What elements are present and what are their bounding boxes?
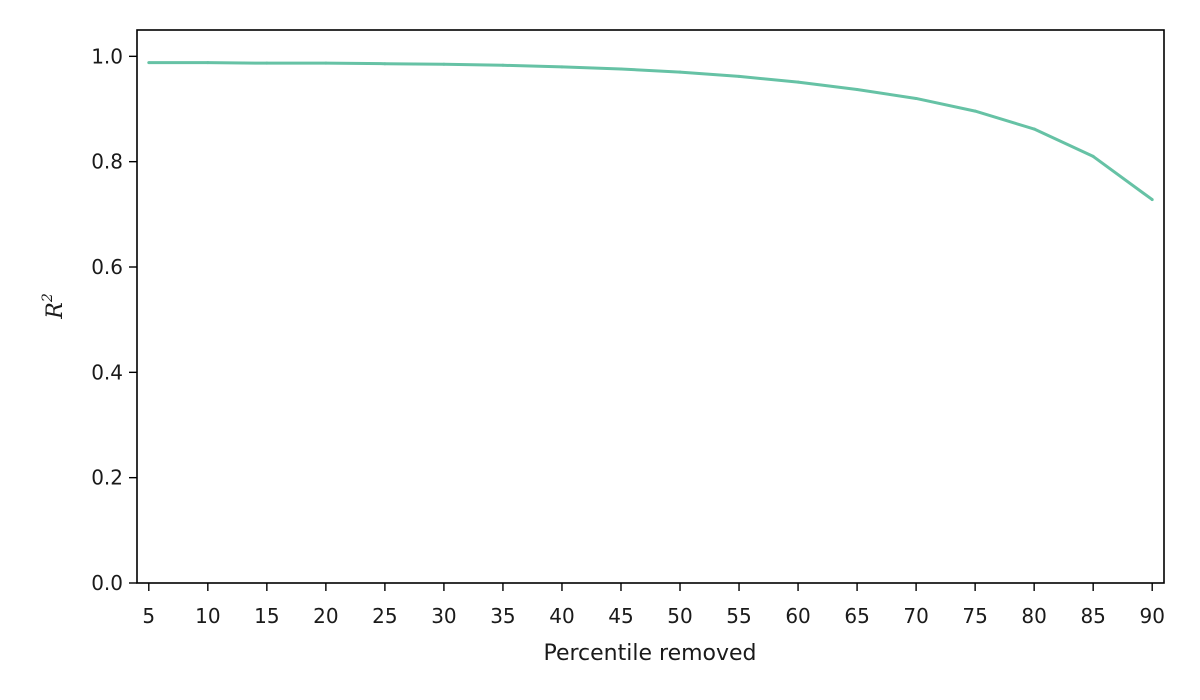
x-tick-label: 10 (195, 604, 220, 628)
x-axis: 5 10 15 20 25 30 35 40 45 50 55 60 65 70 75 80 85 90 (142, 583, 1165, 628)
data-point (1091, 154, 1095, 158)
x-tick-label: 45 (608, 604, 633, 628)
data-point (737, 74, 741, 78)
y-tick-label: 0.4 (91, 360, 123, 384)
data-point (855, 88, 859, 92)
series-line-0 (148, 61, 1154, 201)
data-point (147, 61, 151, 65)
data-point (796, 80, 800, 84)
data-point (442, 62, 446, 66)
data-point (501, 63, 505, 67)
x-tick-label: 50 (667, 604, 692, 628)
y-tick-label: 0.2 (91, 466, 123, 490)
data-point (324, 61, 328, 65)
data-point (560, 65, 564, 69)
data-point (619, 67, 623, 71)
y-axis: 0.0 0.2 0.4 0.6 0.8 1.0 (91, 44, 137, 595)
data-point (206, 61, 210, 65)
y-tick-label: 0.0 (91, 571, 123, 595)
x-tick-label: 70 (903, 604, 928, 628)
x-tick-label: 80 (1021, 604, 1046, 628)
y-tick-label: 0.6 (91, 255, 123, 279)
x-tick-label: 60 (785, 604, 810, 628)
plot-frame (136, 29, 1165, 584)
data-point (973, 109, 977, 113)
x-tick-label: 55 (726, 604, 751, 628)
x-tick-label: 35 (490, 604, 515, 628)
plot-area (147, 61, 1154, 202)
x-tick-label: 75 (962, 604, 987, 628)
y-axis-label-superscript: 2 (40, 293, 56, 303)
x-tick-label: 65 (844, 604, 869, 628)
data-point (1150, 198, 1154, 202)
data-point (678, 70, 682, 74)
data-point (914, 96, 918, 100)
data-point (383, 62, 387, 66)
x-tick-label: 15 (254, 604, 279, 628)
x-tick-label: 85 (1080, 604, 1105, 628)
x-tick-label: 5 (142, 604, 155, 628)
y-axis-label: R2 (40, 293, 68, 320)
data-point (1032, 127, 1036, 131)
x-tick-label: 90 (1139, 604, 1164, 628)
x-axis-label: Percentile removed (543, 641, 756, 666)
y-tick-label: 0.8 (91, 150, 123, 174)
y-axis-label-group: R2 (40, 293, 68, 320)
x-tick-label: 25 (372, 604, 397, 628)
x-tick-label: 30 (431, 604, 456, 628)
y-axis-label-base: R (43, 302, 68, 320)
data-point (265, 61, 269, 65)
x-tick-label: 20 (313, 604, 338, 628)
x-tick-label: 40 (549, 604, 574, 628)
y-tick-label: 1.0 (91, 44, 123, 68)
